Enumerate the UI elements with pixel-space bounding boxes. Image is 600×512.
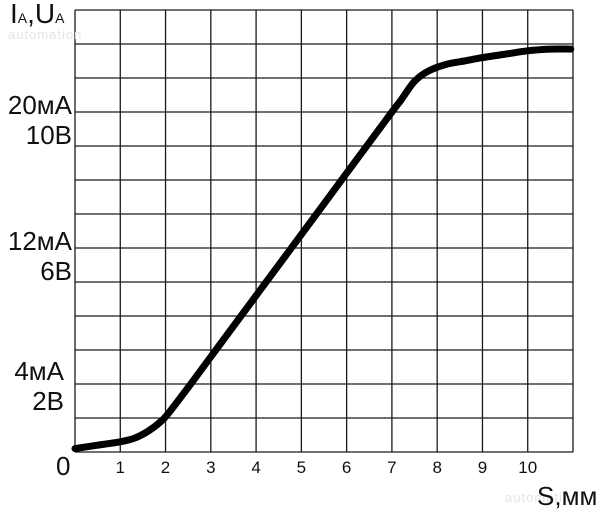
y-tick-current-12ma: 12мА bbox=[7, 226, 72, 256]
x-tick-label: 5 bbox=[296, 458, 307, 477]
y-tick-label-10: 20мА 10В bbox=[8, 90, 72, 150]
x-tick-label: 3 bbox=[206, 458, 216, 477]
x-tick-label: 9 bbox=[477, 458, 488, 477]
y-axis-title-voltage-sub: A bbox=[55, 10, 65, 26]
x-tick-label: 8 bbox=[432, 458, 442, 477]
x-tick-label: 2 bbox=[160, 458, 171, 477]
y-axis-title-current-sub: A bbox=[17, 10, 28, 26]
chart-grid bbox=[74, 9, 574, 453]
y-tick-voltage-10v: 10В bbox=[25, 120, 72, 150]
y-axis-title-voltage: U bbox=[34, 0, 56, 29]
y-tick-voltage-6v: 6В bbox=[40, 256, 72, 286]
y-tick-current-20ma: 20мА bbox=[7, 90, 72, 120]
y-tick-label-6: 12мА 6В bbox=[8, 226, 72, 286]
x-tick-label: 6 bbox=[341, 458, 352, 477]
y-tick-current-4ma: 4мА bbox=[14, 356, 64, 386]
y-axis-title-current: I bbox=[10, 0, 18, 29]
origin-label: 0 bbox=[56, 451, 71, 481]
y-tick-voltage-2v: 2В bbox=[32, 386, 64, 416]
x-axis-title: S,мм bbox=[537, 481, 598, 511]
y-tick-label-2: 4мА 2В bbox=[14, 356, 64, 416]
x-tick-label: 1 bbox=[115, 458, 125, 477]
x-tick-label: 4 bbox=[251, 458, 261, 477]
watermark-top-left: automation bbox=[8, 27, 83, 42]
x-tick-label: 10 bbox=[518, 458, 538, 477]
x-tick-label: 7 bbox=[387, 458, 397, 477]
y-axis-title-sep: , bbox=[27, 0, 35, 29]
y-axis-title: IA,UA bbox=[10, 0, 64, 30]
watermark-bottom-right: automation bbox=[505, 490, 580, 505]
data-series-line bbox=[71, 45, 575, 453]
